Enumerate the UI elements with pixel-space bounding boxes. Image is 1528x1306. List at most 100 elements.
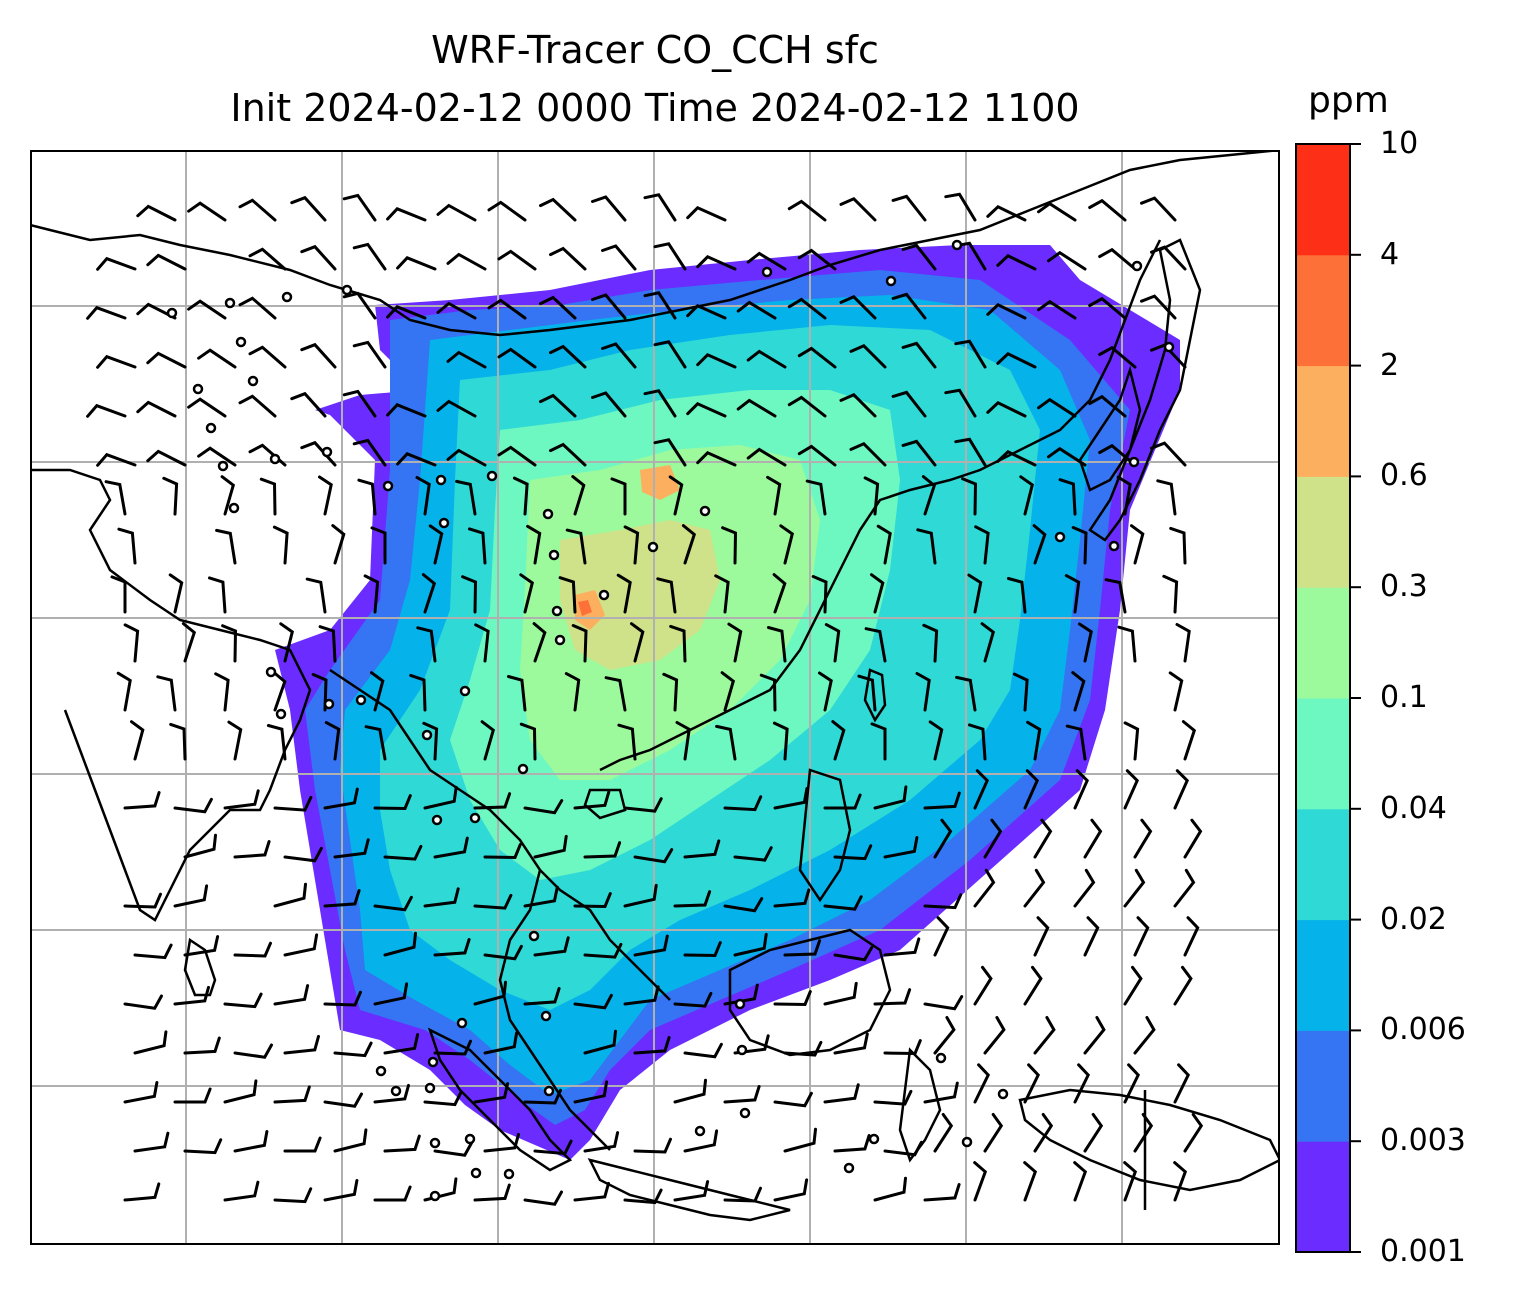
wind-barb (433, 836, 469, 859)
calm-station-marker (166, 307, 178, 319)
calm-station-marker (275, 708, 287, 720)
wind-barb (591, 391, 627, 418)
calm-station-marker (281, 291, 293, 303)
wind-barb (146, 449, 187, 467)
wind-barb (300, 244, 337, 271)
wind-barb (162, 476, 179, 516)
wind-barb (221, 624, 238, 663)
wind-barb (805, 479, 827, 516)
wind-barb (870, 573, 885, 614)
wind-barb (446, 252, 487, 271)
wind-barb (383, 931, 417, 957)
wind-barb (891, 390, 927, 418)
wind-barb (839, 197, 877, 222)
calm-station-marker (382, 480, 394, 492)
calm-station-marker (739, 1107, 751, 1119)
wind-barb (915, 672, 931, 712)
wind-barb (823, 895, 863, 911)
coastline-india (30, 468, 312, 922)
calm-station-marker (540, 1010, 552, 1022)
wind-barb (573, 790, 611, 810)
wind-barb (623, 883, 658, 908)
calm-station-marker (734, 998, 746, 1010)
wind-barb (549, 344, 587, 369)
wind-barb (1123, 868, 1146, 908)
wind-barb (669, 624, 687, 663)
wind-barb (773, 1091, 813, 1108)
calm-station-marker (459, 685, 471, 697)
wind-barb (873, 1176, 907, 1202)
wind-barb (197, 348, 237, 369)
wind-barb (223, 992, 263, 1009)
colorbar-segment (1296, 1030, 1350, 1142)
wind-barb (973, 1063, 991, 1104)
wind-barb (643, 389, 677, 418)
wind-barb (487, 200, 527, 222)
colorbar-segment (1296, 808, 1350, 921)
wind-barb (423, 887, 460, 908)
wind-barb (983, 1113, 1004, 1153)
wind-barb (1140, 196, 1177, 222)
wind-barb (259, 477, 277, 516)
wind-barb (633, 1036, 671, 1055)
wind-barb (583, 942, 623, 959)
wind-barb (883, 1140, 923, 1157)
wind-barb (1078, 622, 1093, 663)
wind-barb (386, 305, 427, 320)
wind-barb (653, 340, 687, 369)
colorbar-tick-label: 0.003 (1380, 1123, 1466, 1159)
wind-barb (715, 724, 737, 761)
wind-barb (461, 575, 478, 614)
wind-barb (870, 722, 887, 761)
wind-barb (1037, 201, 1077, 222)
wind-barb (787, 199, 827, 222)
wind-barb (683, 1042, 723, 1059)
wind-barb (686, 206, 727, 222)
colorbar-segment (1296, 1141, 1350, 1253)
wind-barb (980, 622, 996, 663)
colorbar (1295, 143, 1361, 1253)
wind-barb (1065, 724, 1087, 761)
wind-barb (891, 194, 927, 222)
wind-barb (591, 293, 627, 320)
wind-barb (797, 444, 837, 467)
wind-barb (733, 846, 773, 862)
wind-barb (573, 1080, 609, 1104)
wind-barb (1098, 247, 1137, 271)
wind-barb (954, 437, 987, 467)
wind-barb (923, 893, 963, 910)
wind-barb (727, 622, 743, 663)
wind-barb (773, 787, 809, 810)
wind-barb (396, 256, 437, 271)
wind-barb (573, 993, 613, 1010)
wind-barb (183, 1036, 221, 1055)
wind-barb (370, 526, 387, 565)
wind-barb (686, 304, 727, 320)
colorbar-tick-label: 0.3 (1380, 569, 1428, 605)
map-panel (30, 150, 1280, 1245)
wind-barb (955, 675, 977, 712)
wind-barb (233, 1130, 269, 1153)
wind-barb (1104, 578, 1127, 614)
wind-barb (723, 795, 763, 812)
wind-barb (373, 1185, 412, 1202)
wind-barb (818, 671, 833, 712)
wind-barb (272, 525, 289, 565)
wind-barb (333, 838, 370, 859)
wind-barb (996, 253, 1037, 271)
wind-barb (883, 836, 919, 859)
wind-barb (1150, 245, 1187, 271)
wind-barb (1073, 868, 1096, 908)
wind-barb (123, 623, 140, 663)
colorbar-tick-label: 0.02 (1380, 901, 1447, 937)
wind-barb (723, 983, 759, 1006)
wind-barb (973, 769, 989, 810)
wind-barb (333, 1128, 368, 1153)
coastline-china-east (599, 239, 1162, 772)
wind-barb (797, 248, 837, 271)
wind-barb (1023, 769, 1039, 810)
wind-barb (839, 295, 877, 320)
wind-barb (318, 475, 333, 516)
wind-barb (1071, 526, 1088, 565)
colorbar-segment (1296, 587, 1350, 699)
